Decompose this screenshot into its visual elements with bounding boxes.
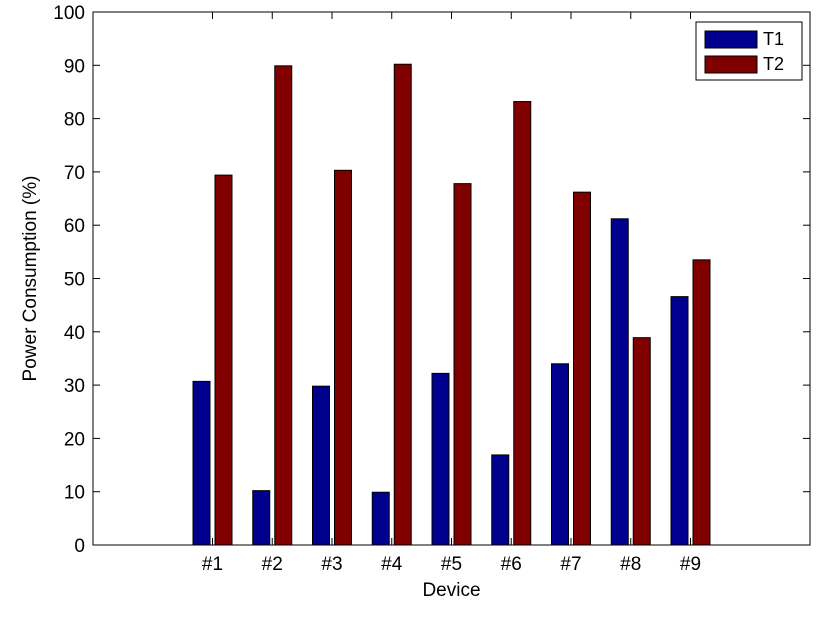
legend-swatch-t2 (704, 55, 758, 74)
y-tick-label: 80 (64, 110, 85, 131)
y-tick-label: 70 (64, 163, 85, 184)
y-tick-label: 90 (64, 56, 85, 77)
bar-t2-1 (214, 174, 233, 546)
y-tick-label: 40 (64, 323, 85, 344)
bar-t2-2 (274, 65, 293, 546)
x-tick-label: #7 (560, 554, 581, 575)
bar-t1-3 (312, 385, 330, 546)
bar-t2-6 (513, 101, 532, 546)
bar-t1-4 (371, 491, 390, 546)
bar-t2-8 (632, 337, 651, 546)
x-axis: #1 #2 #3 #4 #5 #6 #7 #8 #9 (202, 12, 701, 575)
x-tick-label: #4 (381, 554, 403, 575)
bar-t2-9 (692, 259, 711, 546)
y-axis-label: Power Consumption (%) (20, 176, 41, 382)
y-tick-label: 100 (53, 3, 85, 24)
x-axis-label: Device (422, 580, 480, 601)
y-tick-label: 10 (64, 483, 85, 504)
legend-swatch-t1 (704, 30, 758, 49)
y-tick-label: 60 (64, 216, 85, 237)
y-tick-label: 0 (74, 536, 85, 557)
bar-t2-3 (334, 169, 352, 546)
x-tick-label: #1 (202, 554, 223, 575)
legend-label-t2: T2 (763, 54, 784, 74)
bar-t2-5 (453, 183, 472, 546)
bar-t1-6 (491, 454, 510, 546)
x-tick-label: #6 (501, 554, 522, 575)
y-tick-label: 50 (64, 270, 85, 291)
bar-t2-7 (573, 191, 591, 546)
bar-t1-5 (431, 372, 450, 546)
x-tick-label: #9 (680, 554, 701, 575)
legend-label-t1: T1 (763, 29, 784, 49)
bar-t1-7 (551, 363, 569, 546)
x-tick-label: #8 (620, 554, 641, 575)
y-tick-label: 20 (64, 429, 85, 450)
bar-t2-4 (393, 63, 412, 546)
bar-t1-2 (252, 490, 271, 546)
bar-t1-1 (192, 380, 211, 546)
y-axis: 0 10 20 30 40 50 60 70 80 90 100 (53, 3, 810, 557)
bar-t1-9 (670, 296, 689, 546)
bar-t1-8 (610, 218, 629, 546)
x-tick-label: #2 (262, 554, 283, 575)
y-tick-label: 30 (64, 376, 85, 397)
x-tick-label: #5 (441, 554, 462, 575)
bars-group (192, 63, 711, 546)
x-tick-label: #3 (321, 554, 342, 575)
